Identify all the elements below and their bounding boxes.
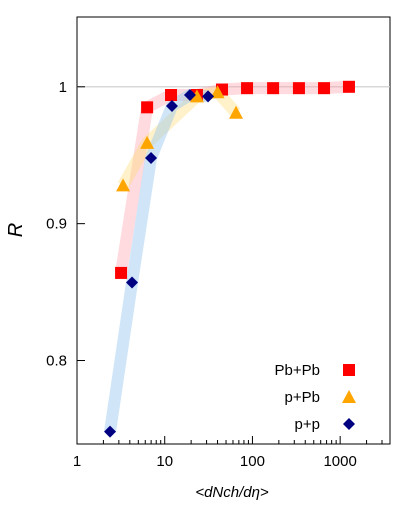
x-tick-label: 1000 [323,453,356,470]
marker [141,101,154,114]
marker [145,151,158,164]
y-tick-label: 0.8 [46,353,67,370]
y-axis-label: R [5,223,27,237]
marker [183,89,196,102]
marker [267,82,280,95]
y-tick-label: 0.9 [46,216,67,233]
marker [292,82,305,95]
x-tick-label: 10 [156,453,173,470]
marker [229,105,244,119]
marker [140,135,155,149]
uncertainty-band [115,80,350,274]
marker [165,89,178,102]
legend-marker [343,364,355,376]
legend-label: p+p [295,416,320,433]
marker [241,82,254,95]
y-tick-label: 1 [59,79,67,96]
marker [104,425,117,438]
x-tick-label: 1 [73,453,81,470]
plot-frame [76,16,391,445]
legend-marker [343,418,355,430]
marker [116,178,131,192]
x-axis-label: <dNch/dη> [195,484,269,501]
marker [165,99,178,112]
marker [342,80,355,93]
marker [210,85,225,99]
marker [189,89,204,103]
x-tick-label: 100 [240,453,265,470]
legend-label: p+Pb [285,389,320,406]
legend-marker [342,390,356,403]
marker [115,266,128,279]
marker [126,276,139,289]
legend-label: Pb+Pb [275,362,320,379]
marker [318,82,331,95]
marker [202,90,215,103]
